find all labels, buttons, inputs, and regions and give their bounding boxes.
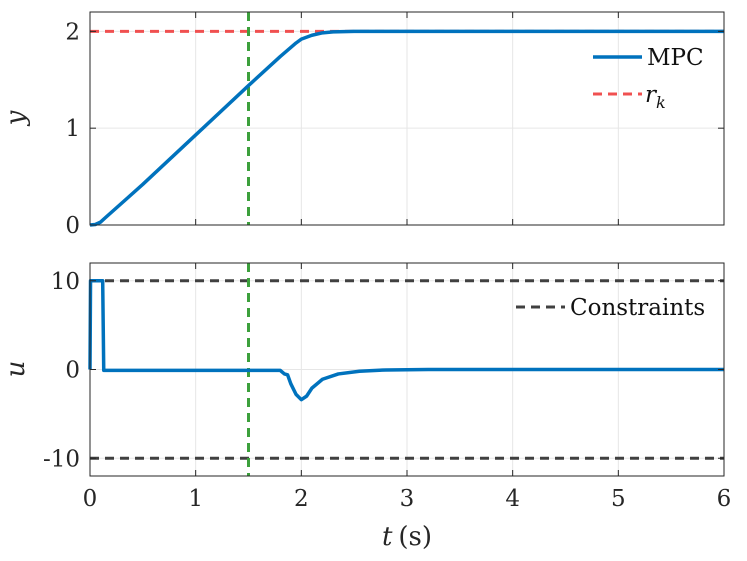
output-y-tick-label: 1 xyxy=(65,116,80,142)
legend-reference-label: rk xyxy=(645,82,666,112)
time-x-label: t (s) xyxy=(382,522,432,552)
output-axes: 0 1 2 y MPC rk xyxy=(1,11,725,239)
input-mpc-line xyxy=(88,279,724,402)
output-legend: MPC rk xyxy=(593,45,704,112)
time-x-label-var: t xyxy=(382,522,393,552)
input-x-tick-label: 4 xyxy=(505,486,520,512)
output-y-label: y xyxy=(1,110,31,126)
output-y-tick-label: 0 xyxy=(65,213,80,239)
input-x-tick-label: 0 xyxy=(83,486,98,512)
input-x-tick-label: 3 xyxy=(400,486,415,512)
input-x-tick-label: 1 xyxy=(188,486,203,512)
legend-mpc-label: MPC xyxy=(647,45,704,71)
legend-constraints-label: Constraints xyxy=(570,295,705,321)
input-legend: Constraints xyxy=(516,295,705,321)
output-ticks: 0 1 2 xyxy=(65,12,725,239)
input-y-tick-label: 0 xyxy=(65,358,80,384)
legend-reference-subscript: k xyxy=(656,93,666,112)
time-x-label-units: (s) xyxy=(398,522,432,552)
input-x-tick-label: 6 xyxy=(717,486,732,512)
input-y-tick-label: 10 xyxy=(51,269,80,295)
input-y-tick-label: -10 xyxy=(43,446,80,472)
input-y-label: u xyxy=(1,361,31,378)
output-y-tick-label: 2 xyxy=(65,19,80,45)
output-data xyxy=(89,12,724,227)
legend-reference-base: r xyxy=(645,82,658,108)
input-x-tick-label: 5 xyxy=(611,486,626,512)
output-mpc-line xyxy=(89,29,724,227)
input-x-tick-label: 2 xyxy=(294,486,309,512)
input-data xyxy=(88,263,724,476)
